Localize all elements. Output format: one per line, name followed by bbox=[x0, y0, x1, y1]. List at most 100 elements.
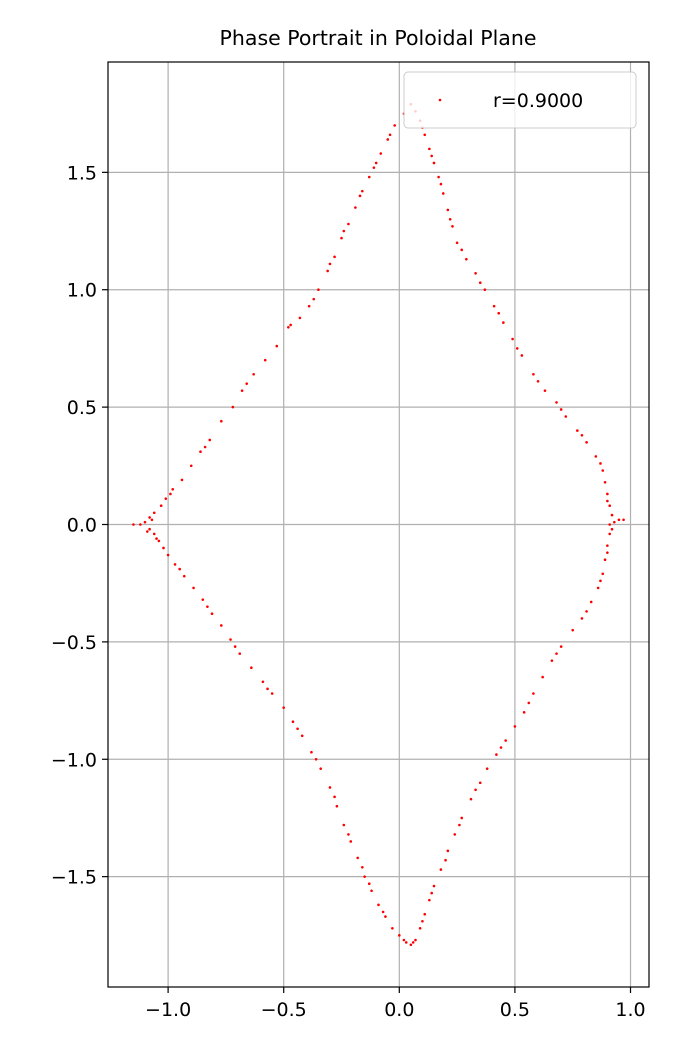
data-point bbox=[347, 222, 350, 226]
data-point bbox=[333, 255, 336, 259]
legend: r=0.9000 bbox=[403, 71, 637, 129]
data-point bbox=[622, 518, 625, 522]
data-point bbox=[474, 788, 477, 792]
data-point bbox=[201, 598, 205, 601]
data-point bbox=[164, 497, 168, 500]
data-point bbox=[291, 720, 295, 724]
data-point bbox=[386, 138, 390, 141]
data-point bbox=[159, 504, 163, 508]
data-point bbox=[233, 645, 237, 648]
data-point bbox=[342, 823, 346, 827]
data-point bbox=[210, 612, 214, 616]
data-point bbox=[317, 288, 320, 292]
data-point bbox=[441, 192, 445, 195]
x-axis-ticks: −1.0 −0.5 0.0 0.5 1.0 bbox=[145, 987, 646, 1021]
data-point bbox=[347, 833, 350, 836]
data-point bbox=[469, 797, 473, 801]
x-tick-label: −1.0 bbox=[145, 999, 191, 1021]
data-point bbox=[261, 680, 265, 684]
x-tick-label: 0.0 bbox=[384, 999, 414, 1021]
data-point bbox=[444, 858, 447, 862]
data-point bbox=[430, 154, 433, 158]
data-point bbox=[372, 166, 376, 169]
x-tick-label: −0.5 bbox=[261, 999, 307, 1021]
data-point bbox=[203, 445, 207, 449]
data-point bbox=[585, 610, 588, 613]
data-point bbox=[580, 617, 584, 620]
data-point bbox=[252, 372, 255, 376]
data-point bbox=[219, 419, 223, 423]
data-point bbox=[555, 401, 558, 404]
data-point bbox=[541, 675, 544, 679]
data-point bbox=[515, 347, 519, 350]
data-point bbox=[326, 269, 329, 273]
data-point bbox=[439, 182, 443, 186]
data-point bbox=[199, 450, 202, 454]
data-point bbox=[178, 567, 181, 571]
data-point bbox=[143, 520, 147, 524]
data-point bbox=[238, 652, 242, 655]
data-point bbox=[298, 316, 302, 320]
data-point bbox=[497, 311, 501, 315]
data-point bbox=[520, 354, 524, 357]
data-point bbox=[391, 927, 394, 930]
data-point bbox=[152, 511, 156, 515]
data-point bbox=[314, 757, 318, 761]
data-point bbox=[148, 527, 151, 531]
data-point bbox=[409, 943, 413, 947]
data-point bbox=[448, 218, 452, 221]
data-point bbox=[266, 687, 269, 691]
data-point bbox=[328, 786, 332, 789]
data-point bbox=[460, 248, 464, 252]
data-point bbox=[559, 645, 563, 648]
data-point bbox=[349, 840, 353, 843]
data-point bbox=[354, 206, 357, 209]
data-point bbox=[333, 795, 336, 799]
data-point bbox=[282, 706, 286, 709]
data-point bbox=[418, 927, 422, 930]
data-point bbox=[240, 389, 244, 392]
data-point bbox=[263, 358, 267, 362]
y-tick-label: 0.0 bbox=[67, 515, 97, 537]
data-point bbox=[458, 823, 461, 827]
data-point bbox=[474, 271, 477, 275]
data-point bbox=[411, 941, 415, 944]
data-point bbox=[208, 438, 212, 442]
data-point bbox=[613, 520, 616, 524]
y-tick-label: 1.0 bbox=[67, 280, 97, 302]
data-point bbox=[132, 523, 135, 526]
data-point bbox=[374, 161, 378, 165]
data-point bbox=[300, 734, 304, 738]
y-tick-label: −1.5 bbox=[51, 867, 97, 889]
data-point bbox=[275, 344, 279, 348]
data-point bbox=[580, 433, 584, 437]
data-point bbox=[527, 701, 531, 705]
data-point bbox=[513, 725, 517, 728]
data-point bbox=[328, 262, 332, 266]
data-point bbox=[423, 133, 427, 137]
data-point bbox=[596, 586, 600, 590]
data-point bbox=[606, 551, 609, 554]
y-tick-label: 0.5 bbox=[67, 397, 97, 419]
data-point bbox=[270, 692, 274, 695]
data-point bbox=[367, 175, 371, 179]
data-point bbox=[571, 628, 575, 632]
data-point bbox=[152, 532, 156, 536]
data-point bbox=[150, 518, 154, 522]
data-point bbox=[428, 898, 431, 902]
data-point bbox=[367, 882, 371, 885]
data-point bbox=[335, 804, 339, 808]
data-point bbox=[439, 868, 443, 871]
data-point bbox=[610, 527, 614, 531]
data-point bbox=[340, 236, 343, 240]
data-point bbox=[492, 304, 496, 308]
legend-box bbox=[403, 71, 637, 129]
data-point bbox=[361, 189, 364, 193]
data-point bbox=[432, 161, 436, 165]
data-point bbox=[603, 558, 607, 562]
legend-label: r=0.9000 bbox=[493, 90, 583, 112]
data-point bbox=[455, 241, 459, 245]
data-point bbox=[555, 652, 558, 655]
x-tick-label: 0.5 bbox=[500, 999, 530, 1021]
x-tick-label: 1.0 bbox=[615, 999, 645, 1021]
